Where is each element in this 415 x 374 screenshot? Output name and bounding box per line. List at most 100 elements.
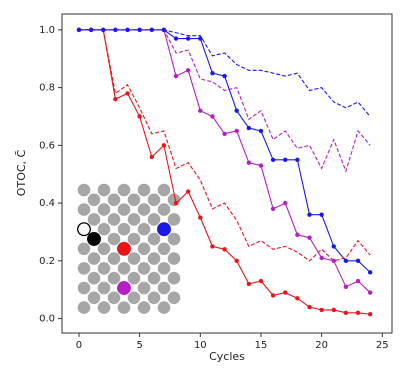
data-line (78, 29, 371, 273)
data-point (234, 108, 239, 113)
data-point (210, 244, 215, 249)
qubit (137, 301, 151, 314)
data-point (331, 258, 336, 264)
y-tick-label: 1.0 (39, 25, 55, 36)
qubit (127, 291, 141, 305)
qubit (137, 183, 151, 197)
data-point (295, 157, 300, 162)
qubit (147, 193, 161, 207)
data-point (246, 281, 252, 287)
data-point (210, 114, 215, 119)
qubit (147, 291, 161, 305)
qubit (87, 271, 101, 285)
marked-qubit (157, 222, 171, 237)
qubit (147, 252, 161, 265)
marked-qubit (117, 241, 131, 256)
qubit (147, 271, 161, 285)
qubit (167, 213, 181, 226)
qubit (97, 301, 111, 314)
data-point (258, 128, 264, 134)
qubit (87, 291, 101, 305)
x-tick-label: 15 (255, 340, 268, 351)
qubit (157, 262, 171, 275)
data-point (307, 212, 312, 217)
qubit (147, 213, 161, 226)
y-tick-label: 0.6 (39, 140, 55, 151)
data-point (234, 258, 239, 264)
data-point (246, 160, 252, 165)
qubit (117, 183, 131, 197)
qubit (147, 232, 161, 246)
data-point (185, 189, 191, 194)
data-point (295, 232, 300, 238)
qubit (97, 262, 111, 275)
data-point (343, 310, 349, 315)
data-point (173, 36, 179, 41)
data-point (222, 73, 227, 79)
data-point (283, 290, 288, 295)
marked-qubit (87, 232, 101, 246)
qubit (107, 271, 121, 285)
data-point (355, 258, 361, 264)
qubit (107, 213, 121, 226)
data-point (343, 284, 349, 290)
data-point (198, 108, 203, 113)
qubit (127, 232, 141, 246)
data-point (137, 114, 142, 119)
data-point (185, 36, 191, 41)
qubit (97, 222, 111, 236)
data-point (246, 125, 252, 131)
qubit (137, 242, 151, 256)
x-tick-label: 0 (76, 340, 82, 351)
data-point (283, 200, 288, 206)
dashed-line (78, 29, 371, 262)
data-point (331, 307, 336, 313)
x-tick-label: 25 (376, 340, 389, 351)
data-point (367, 270, 373, 275)
data-point (331, 244, 336, 249)
qubit (137, 222, 151, 236)
qubit (117, 222, 131, 236)
data-point (355, 310, 361, 315)
y-tick-label: 0.4 (39, 198, 55, 209)
qubit (97, 183, 111, 197)
qubit (137, 262, 151, 275)
data-point (173, 200, 179, 206)
qubit (127, 193, 141, 207)
dashed-line (78, 29, 371, 117)
data-point (307, 304, 312, 310)
data-point (343, 258, 349, 264)
data-point (295, 296, 300, 301)
qubit (77, 203, 91, 216)
data-point (270, 293, 276, 298)
qubit (167, 252, 181, 265)
y-tick-label: 0.8 (39, 83, 55, 94)
data-point (222, 131, 227, 137)
data-point (367, 312, 373, 317)
data-point (319, 212, 324, 217)
data-point (198, 215, 203, 220)
qubit (157, 183, 171, 197)
data-point (149, 154, 154, 160)
qubit (167, 271, 181, 285)
x-tick-label: 20 (315, 340, 328, 351)
qubit (117, 301, 131, 314)
data-point (210, 70, 215, 76)
qubit (97, 281, 111, 295)
qubit (157, 203, 171, 216)
data-point (319, 255, 324, 261)
y-axis-label: OTOC, C̄ (15, 149, 28, 196)
qubit (137, 281, 151, 295)
qubit (117, 203, 131, 216)
y-tick-label: 0.0 (39, 314, 55, 325)
qubit (127, 252, 141, 265)
qubit (167, 291, 181, 305)
qubit (77, 281, 91, 295)
data-point (270, 157, 276, 162)
qubit (97, 203, 111, 216)
qubit (107, 252, 121, 265)
marked-qubit (77, 222, 91, 237)
plot-frame (61, 13, 393, 334)
y-tick-label: 0.2 (39, 256, 55, 267)
